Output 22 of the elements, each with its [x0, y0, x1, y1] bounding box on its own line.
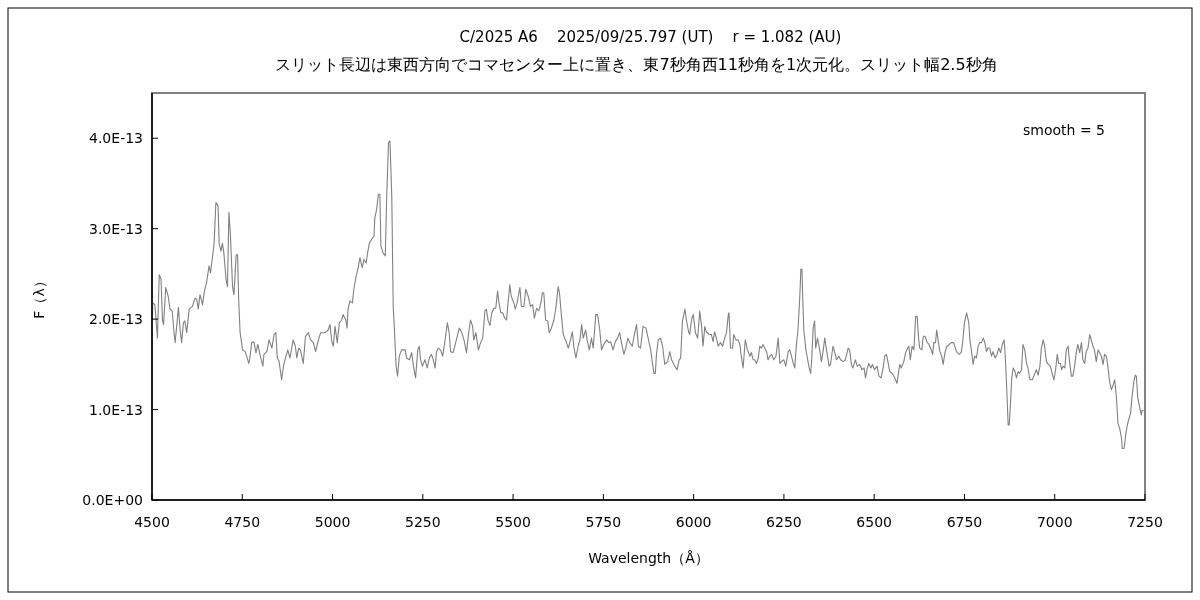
- x-tick-label: 6250: [766, 514, 802, 530]
- y-axis-title: F（λ）: [31, 274, 47, 319]
- annotation: smooth = 5: [1023, 122, 1105, 138]
- x-tick-label: 7000: [1036, 514, 1073, 530]
- x-tick-label: 6500: [856, 514, 892, 530]
- x-tick-label: 4750: [224, 514, 261, 530]
- x-tick-label: 5750: [585, 514, 622, 530]
- chart-title: C/2025 A6 2025/09/25.797 (UT) r = 1.082 (AU): [459, 28, 842, 46]
- y-tick-label: 1.0E-13: [89, 401, 143, 418]
- chart-subtitle: スリット長辺は東西方向でコマセンター上に置き、東7秒角西11秒角を1次元化。スリット幅2.5秒角: [275, 55, 998, 74]
- y-tick-label: 3.0E-13: [89, 220, 143, 237]
- y-tick-label: 2.0E-13: [89, 311, 143, 328]
- x-tick-label: 6750: [946, 514, 983, 530]
- x-tick-label: 7250: [1127, 514, 1163, 530]
- x-axis-title: Wavelength（Å）: [588, 550, 709, 566]
- x-tick-label: 6000: [675, 514, 712, 530]
- x-tick-label: 4500: [134, 514, 170, 530]
- y-tick-label: 4.0E-13: [89, 130, 143, 147]
- x-tick-label: 5000: [314, 514, 351, 530]
- y-tick-label: 0.0E+00: [82, 492, 143, 508]
- x-tick-label: 5500: [495, 514, 531, 530]
- x-tick-label: 5250: [405, 514, 441, 530]
